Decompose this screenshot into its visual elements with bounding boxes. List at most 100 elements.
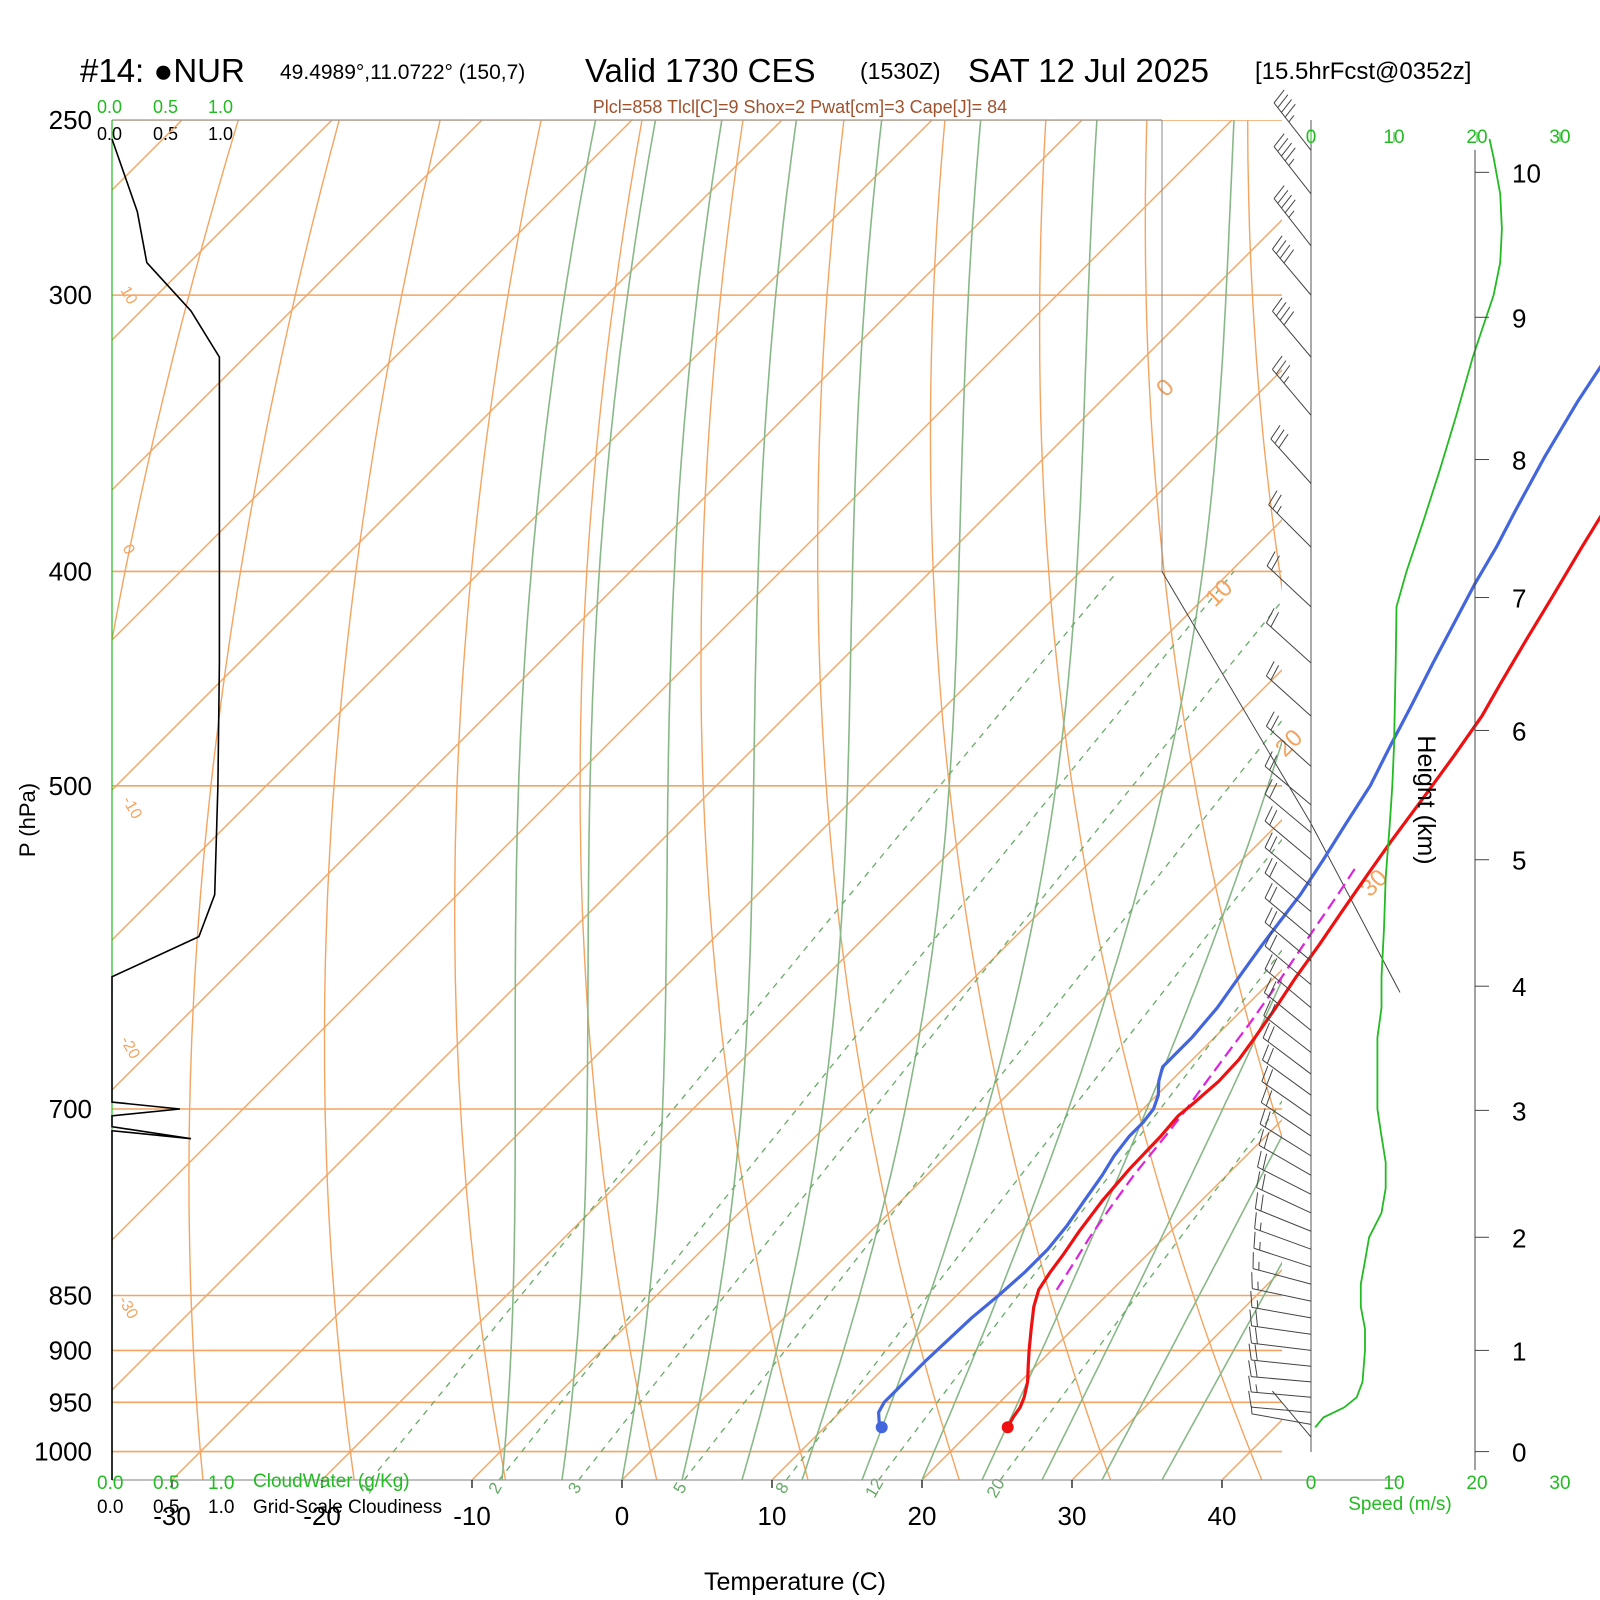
dry-adiabat-line: [112, 120, 239, 644]
mixing-ratio-line: [999, 1100, 1282, 1480]
wind-barb: [1248, 1326, 1312, 1351]
moist-adiabat-line: [681, 120, 798, 1480]
height-tick-label: 2: [1512, 1223, 1526, 1253]
isotherm-line: [1221, 1419, 1282, 1480]
wind-barb: [1261, 1065, 1312, 1117]
cloudiness-label: Grid-Scale Cloudiness: [253, 1497, 442, 1518]
temperature-tick-label: 30: [1058, 1501, 1087, 1531]
bottom-green-tick: 1.0: [208, 1473, 234, 1494]
wind-barb: [1248, 1375, 1312, 1398]
wind-barb: [1264, 882, 1312, 937]
moist-adiabat-line: [621, 120, 723, 1480]
temperature-tick-label: 40: [1208, 1501, 1237, 1531]
moist-adiabat-line: [1101, 1134, 1282, 1480]
station-title: #14: ●NUR: [80, 52, 245, 89]
moist-adiabat-line: [921, 120, 1235, 1480]
mixing-ratio-label: 3: [564, 1479, 585, 1497]
utc-time: (1530Z): [860, 58, 941, 84]
wind-barb: [1264, 779, 1312, 834]
height-tick-label: 0: [1512, 1438, 1526, 1468]
pressure-tick-label: 900: [49, 1335, 92, 1365]
wind-barb: [1252, 1252, 1312, 1285]
dry-adiabat-line: [1349, 120, 1600, 1480]
wind-barb: [1248, 1390, 1312, 1413]
moist-adiabat-line: [861, 120, 1098, 1480]
height-tick-label: 5: [1512, 846, 1526, 876]
moist-adiabat-line: [801, 120, 982, 1480]
wind-barb: [1254, 1212, 1312, 1250]
temperature-surface-point: [1001, 1421, 1014, 1434]
dry-adiabat-line: [579, 120, 658, 1480]
wind-barb: [1256, 1171, 1312, 1214]
dry-adiabat-line: [454, 120, 542, 1480]
mixing-ratio-line: [578, 599, 1282, 1480]
wind-barb: [1261, 1044, 1312, 1096]
pressure-tick-label: 950: [49, 1387, 92, 1417]
wind-barb: [1273, 89, 1312, 151]
isotherm-line: [112, 120, 633, 641]
isotherm-line: [112, 120, 783, 791]
dry-adiabat-line: [323, 120, 441, 1480]
wind-barb: [1273, 133, 1312, 195]
isotherm-line: [621, 819, 1282, 1480]
pressure-tick-label: 500: [49, 771, 92, 801]
isotherm-line: [112, 120, 933, 941]
dewpoint-series-line: [876, 364, 1600, 1429]
dry-adiabat-line: [1038, 120, 1263, 1480]
height-tick-label: 4: [1512, 972, 1526, 1002]
wind-barb: [1264, 751, 1312, 806]
isotherm-label: -10: [119, 794, 145, 823]
isotherm-line: [171, 369, 1282, 1480]
mixing-ratio-label: 5: [670, 1479, 691, 1497]
wind-barb: [1272, 355, 1312, 416]
temperature-series-line: [1006, 514, 1600, 1429]
pressure-tick-label: 400: [49, 556, 92, 586]
pressure-tick-label: 850: [49, 1280, 92, 1310]
wind-barb: [1272, 1390, 1312, 1438]
speed-tick-bottom: 0: [1306, 1473, 1317, 1494]
background-lines: [112, 120, 1600, 1480]
bottom-black-scale: 0.0 0.5 1.0 Grid-Scale Cloudiness: [97, 1497, 442, 1518]
cloudwater-label: CloudWater (g/Kg): [253, 1471, 410, 1492]
top-green-tick: 1.0: [208, 97, 233, 117]
height-tick-label: 10: [1512, 158, 1541, 188]
valid-date: SAT 12 Jul 2025: [968, 52, 1209, 89]
wind-barb: [1260, 1086, 1312, 1137]
pressure-tick-label: 250: [49, 105, 92, 135]
moist-adiabat-line: [741, 120, 883, 1480]
wind-barb: [1268, 490, 1312, 548]
isotherm-label: -30: [115, 1294, 141, 1323]
height-axis: 0 1 2 3 4 5 6 7 8 9 10: [1474, 150, 1541, 1470]
mixing-ratio-label: 20: [983, 1475, 1009, 1501]
height-tick-label: 7: [1512, 584, 1526, 614]
top-green-tick: 0.0: [97, 97, 122, 117]
temperature-tick-label: -30: [153, 1501, 191, 1531]
height-tick-label: 1: [1512, 1336, 1526, 1366]
wind-barb: [1270, 424, 1312, 484]
wind-barb: [1259, 1108, 1312, 1157]
wind-barb: [1264, 806, 1312, 861]
speed-tick-bottom: 30: [1549, 1473, 1570, 1494]
mixing-ratio-line: [369, 571, 1118, 1480]
wind-barb: [1251, 1272, 1312, 1302]
forecast-info: [15.5hrFcst@0352z]: [1255, 58, 1471, 85]
isotherm-label: -20: [117, 1034, 143, 1063]
temperature-tick-label: 0: [615, 1501, 629, 1531]
isotherm-line: [112, 120, 483, 491]
y-axis-label: P (hPa): [15, 783, 40, 857]
height-tick-label: 9: [1512, 303, 1526, 333]
height-tick-label: 3: [1512, 1096, 1526, 1126]
wind-barb: [1248, 1360, 1312, 1383]
mixing-ratio-line: [683, 719, 1282, 1480]
pressure-tick-label: 700: [49, 1094, 92, 1124]
pressure-axis: 250 300 400 500 700 850 900 950 1000: [34, 105, 92, 1467]
isotherm-line: [321, 519, 1282, 1480]
isotherm-label: 10: [1200, 574, 1238, 612]
wind-barb: [1264, 858, 1312, 913]
isotherm-line: [921, 1119, 1282, 1480]
station-coords: 49.4989°,11.0722° (150,7): [280, 61, 525, 84]
temperature-axis: -30 -20 -10 0 10 20 30 40: [153, 1480, 1236, 1531]
mixing-ratio-line: [785, 838, 1282, 1480]
parcel-series-line: [1055, 867, 1356, 1291]
cloud-fraction-line: [111, 138, 221, 1480]
